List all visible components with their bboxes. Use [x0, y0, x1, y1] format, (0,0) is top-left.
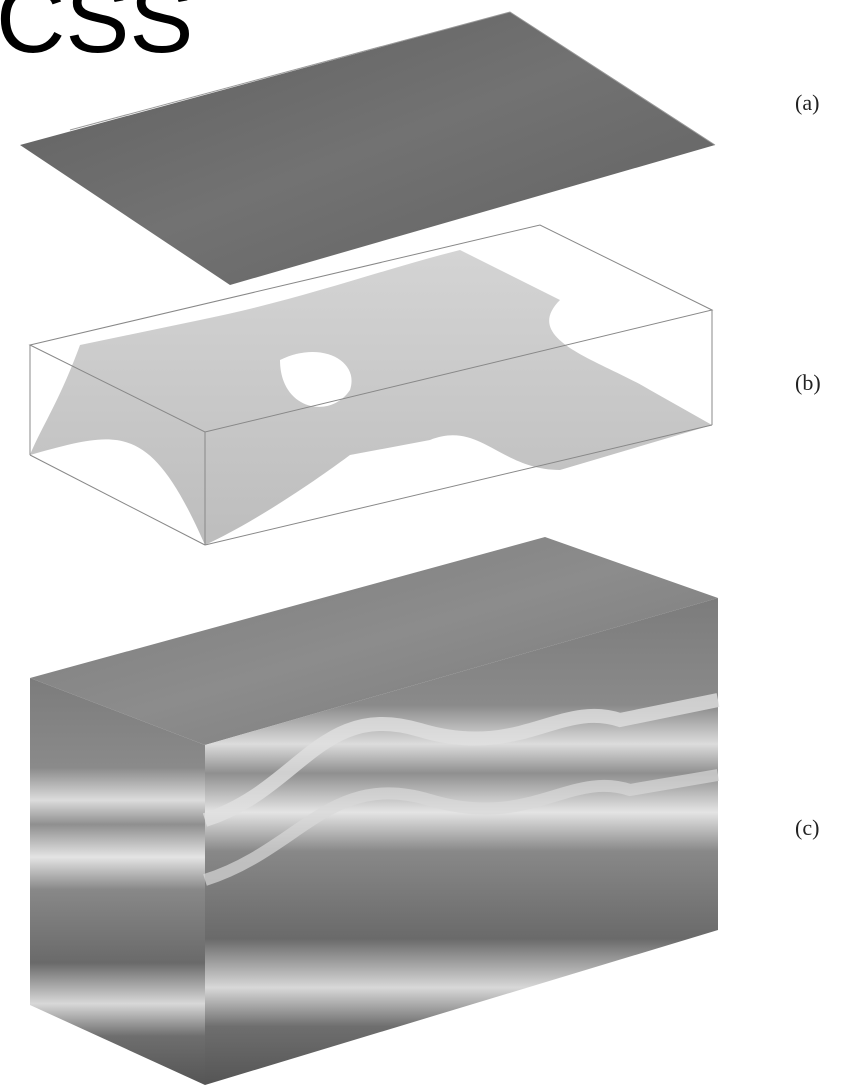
figure: CSS (a) (b) (c) [0, 0, 858, 1088]
surface [30, 250, 712, 545]
page: CSS (a) (b) (c) (() => { const data = JS… [0, 0, 858, 1088]
block-left-face [30, 678, 205, 1085]
panel-label: (b) [795, 370, 821, 395]
header-fragment: CSS [0, 0, 193, 73]
panel-label: (a) [795, 90, 819, 115]
panel-label: (c) [795, 815, 819, 840]
